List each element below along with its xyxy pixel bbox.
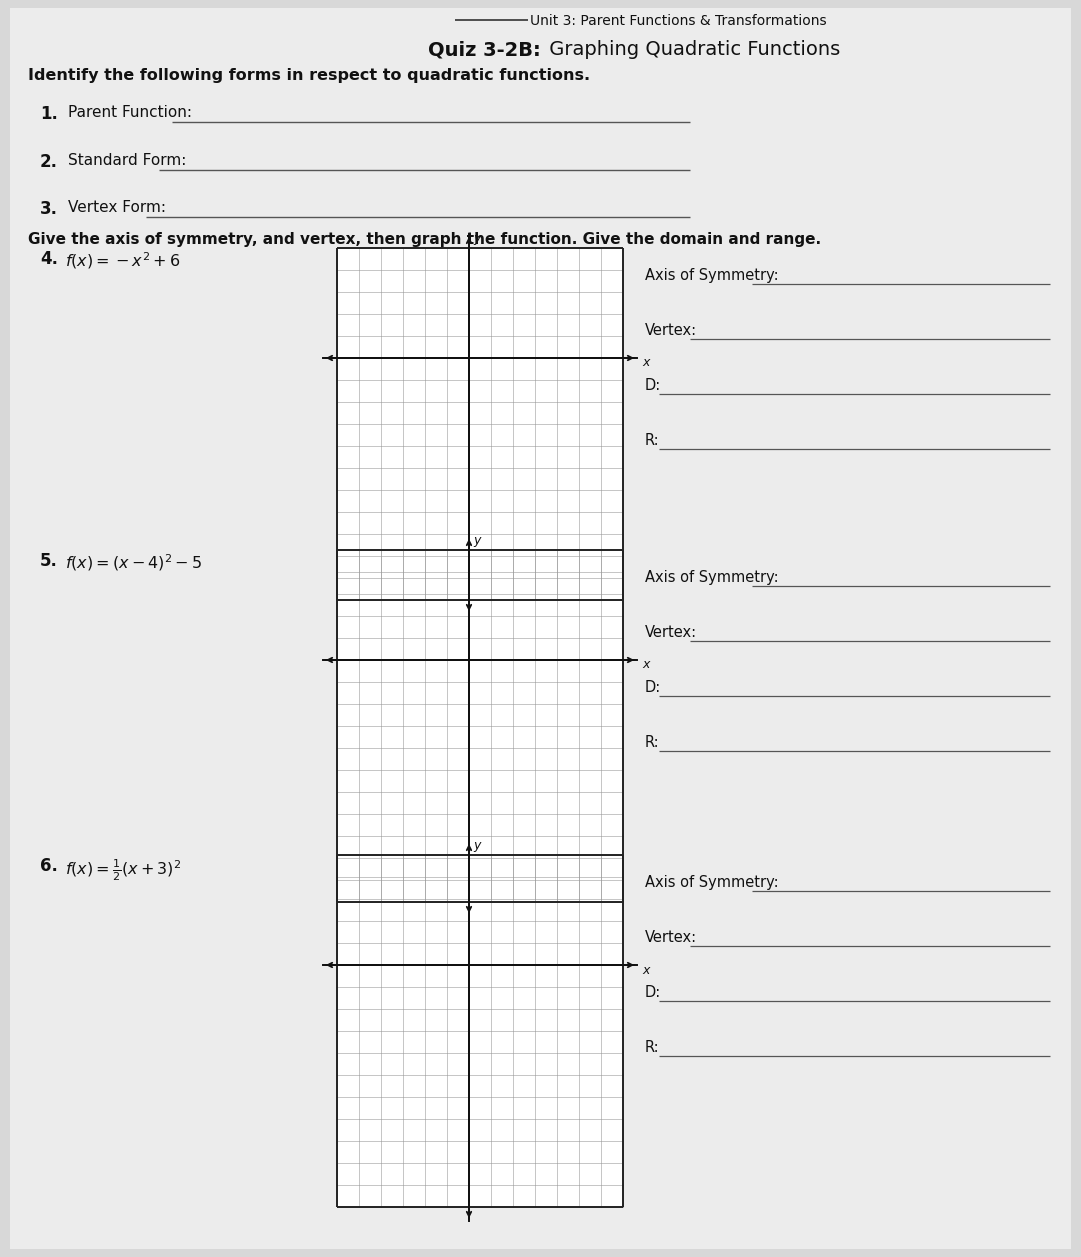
Text: $f(x) = \frac{1}{2}(x + 3)^2$: $f(x) = \frac{1}{2}(x + 3)^2$ [65, 857, 182, 882]
Text: R:: R: [645, 735, 659, 750]
Text: D:: D: [645, 985, 662, 1001]
Text: Axis of Symmetry:: Axis of Symmetry: [645, 569, 778, 585]
Text: Quiz 3-2B:: Quiz 3-2B: [428, 40, 540, 59]
Text: x: x [642, 964, 650, 977]
Text: Graphing Quadratic Functions: Graphing Quadratic Functions [543, 40, 840, 59]
Text: Axis of Symmetry:: Axis of Symmetry: [645, 268, 778, 283]
Bar [337, 551, 623, 903]
Text: Parent Function:: Parent Function: [68, 106, 192, 119]
Text: D:: D: [645, 378, 662, 393]
Text: Vertex:: Vertex: [645, 625, 697, 640]
Text: Axis of Symmetry:: Axis of Symmetry: [645, 875, 778, 890]
Text: Vertex:: Vertex: [645, 323, 697, 338]
Text: $f(x) =-x^2 + 6$: $f(x) =-x^2 + 6$ [65, 250, 181, 270]
Text: 4.: 4. [40, 250, 58, 268]
Text: 5.: 5. [40, 552, 58, 569]
Text: 6.: 6. [40, 857, 58, 875]
Text: R:: R: [645, 432, 659, 447]
Text: Unit 3: Parent Functions & Transformations: Unit 3: Parent Functions & Transformatio… [530, 14, 827, 28]
Text: y: y [473, 534, 480, 547]
Text: x: x [642, 659, 650, 671]
Text: R:: R: [645, 1040, 659, 1055]
Text: 1.: 1. [40, 106, 58, 123]
Bar [337, 855, 623, 1207]
Text: x: x [642, 357, 650, 370]
Bar [337, 248, 623, 600]
Text: 2.: 2. [40, 153, 58, 171]
Text: y: y [473, 233, 480, 245]
Text: Give the axis of symmetry, and vertex, then graph the function. Give the domain : Give the axis of symmetry, and vertex, t… [28, 233, 822, 246]
Text: y: y [473, 838, 480, 852]
Text: D:: D: [645, 680, 662, 695]
Text: $f(x) = (x - 4)^2 - 5$: $f(x) = (x - 4)^2 - 5$ [65, 552, 202, 573]
Text: Vertex:: Vertex: [645, 930, 697, 945]
Text: Vertex Form:: Vertex Form: [68, 200, 166, 215]
Text: Standard Form:: Standard Form: [68, 153, 186, 168]
Text: 3.: 3. [40, 200, 58, 217]
Text: Identify the following forms in respect to quadratic functions.: Identify the following forms in respect … [28, 68, 590, 83]
